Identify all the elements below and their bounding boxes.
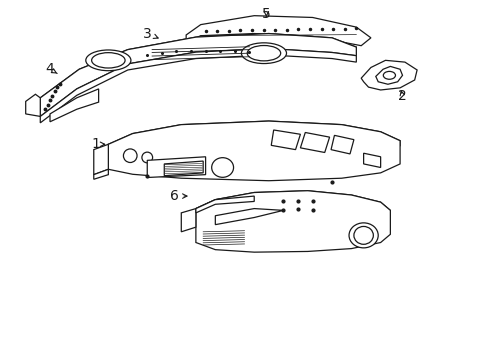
Ellipse shape: [91, 53, 125, 68]
Polygon shape: [108, 121, 399, 181]
Polygon shape: [181, 208, 196, 232]
Polygon shape: [196, 191, 389, 216]
Ellipse shape: [383, 71, 395, 79]
Polygon shape: [330, 135, 353, 154]
Polygon shape: [196, 191, 389, 252]
Polygon shape: [186, 16, 370, 46]
Polygon shape: [300, 132, 329, 153]
Polygon shape: [40, 33, 356, 116]
Polygon shape: [215, 208, 283, 225]
Ellipse shape: [348, 223, 377, 248]
Text: 4: 4: [45, 62, 57, 76]
Ellipse shape: [142, 152, 152, 163]
Polygon shape: [26, 94, 40, 116]
Ellipse shape: [353, 226, 372, 244]
Polygon shape: [50, 89, 99, 122]
Polygon shape: [375, 66, 402, 84]
Polygon shape: [108, 121, 399, 151]
Polygon shape: [164, 161, 203, 176]
Ellipse shape: [123, 149, 137, 162]
Polygon shape: [147, 157, 205, 177]
Ellipse shape: [211, 158, 233, 177]
Polygon shape: [363, 153, 380, 167]
Polygon shape: [361, 60, 416, 90]
Ellipse shape: [241, 43, 286, 64]
Polygon shape: [40, 33, 356, 106]
Text: 2: 2: [397, 89, 406, 103]
Polygon shape: [40, 49, 356, 123]
Ellipse shape: [247, 45, 280, 61]
Ellipse shape: [85, 50, 131, 71]
Polygon shape: [271, 130, 300, 150]
Text: 6: 6: [169, 189, 186, 203]
Text: 5: 5: [262, 7, 270, 21]
Polygon shape: [94, 169, 108, 179]
Text: 1: 1: [92, 137, 104, 151]
Polygon shape: [196, 196, 254, 213]
Text: 3: 3: [142, 27, 158, 41]
Polygon shape: [94, 144, 108, 175]
